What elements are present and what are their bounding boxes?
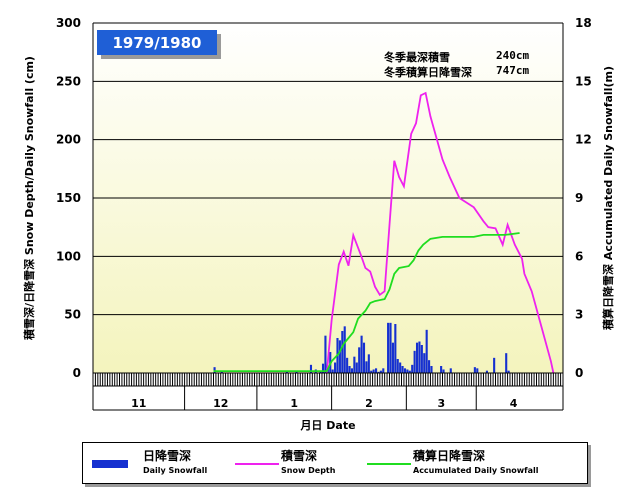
daily-snowfall-bar bbox=[418, 341, 421, 373]
y2-tick-label: 6 bbox=[575, 249, 583, 263]
y2-tick-label: 15 bbox=[575, 74, 592, 88]
legend-depth-en: Snow Depth bbox=[281, 466, 336, 475]
daily-snowfall-bar bbox=[440, 366, 443, 373]
daily-snowfall-bar bbox=[406, 369, 409, 373]
legend-daily-swatch bbox=[92, 460, 128, 468]
daily-snowfall-bar bbox=[505, 353, 508, 373]
y-axis-label: 積雪深/日降雪深 Snow Depth/Daily Snowfall (cm) bbox=[22, 56, 36, 341]
legend: 日降雪深 Daily Snowfall 積雪深 Snow Depth 積算日降雪… bbox=[82, 442, 588, 484]
y-tick-label: 200 bbox=[56, 133, 81, 147]
daily-snowfall-bar bbox=[413, 350, 416, 373]
daily-snowfall-bar bbox=[507, 370, 510, 373]
daily-snowfall-bar bbox=[396, 359, 399, 373]
month-label: 4 bbox=[510, 397, 518, 410]
legend-depth-ja: 積雪深 bbox=[281, 449, 318, 463]
daily-snowfall-bar bbox=[367, 354, 370, 373]
y-tick-label: 300 bbox=[56, 16, 81, 30]
season-badge: 1979/1980 bbox=[97, 30, 217, 55]
daily-snowfall-bar bbox=[411, 364, 414, 373]
daily-snowfall-bar bbox=[420, 345, 423, 373]
daily-snowfall-bar bbox=[346, 357, 349, 373]
y2-tick-label: 9 bbox=[575, 191, 583, 205]
legend-depth-swatch bbox=[235, 463, 279, 465]
daily-snowfall-bar bbox=[370, 370, 373, 373]
y2-tick-label: 3 bbox=[575, 308, 583, 322]
daily-snowfall-bar bbox=[331, 369, 334, 373]
daily-snowfall-bar bbox=[338, 340, 341, 373]
month-label: 12 bbox=[213, 397, 228, 410]
legend-daily-ja: 日降雪深 bbox=[143, 449, 192, 463]
daily-snowfall-bar bbox=[372, 369, 375, 373]
max-depth-label: 冬季最深積雪 bbox=[384, 51, 450, 64]
daily-snowfall-bar bbox=[343, 326, 346, 373]
daily-snowfall-bar bbox=[399, 362, 402, 373]
daily-snowfall-bar bbox=[476, 368, 479, 373]
y2-tick-label: 12 bbox=[575, 133, 592, 147]
legend-acc-swatch bbox=[367, 463, 411, 465]
month-label: 2 bbox=[365, 397, 373, 410]
daily-snowfall-bar bbox=[442, 369, 445, 373]
max-depth-value: 240cm bbox=[496, 49, 530, 62]
y2-tick-label: 0 bbox=[575, 366, 583, 380]
daily-snowfall-bar bbox=[401, 366, 404, 373]
legend-acc-ja: 積算日降雪深 bbox=[413, 449, 486, 463]
legend-daily-en: Daily Snowfall bbox=[143, 466, 208, 475]
daily-snowfall-bar bbox=[377, 371, 380, 373]
daily-snowfall-bar bbox=[415, 342, 419, 373]
acc-value: 747cm bbox=[496, 64, 530, 77]
y-tick-label: 50 bbox=[64, 308, 81, 322]
y-tick-label: 100 bbox=[56, 249, 81, 263]
daily-snowfall-bar bbox=[309, 364, 313, 373]
y-tick-label: 150 bbox=[56, 191, 81, 205]
month-label: 1 bbox=[290, 397, 298, 410]
daily-snowfall-bar bbox=[324, 335, 327, 373]
daily-snowfall-bar bbox=[428, 360, 431, 373]
daily-snowfall-bar bbox=[387, 322, 390, 373]
daily-snowfall-bar bbox=[379, 370, 382, 373]
daily-snowfall-bar bbox=[408, 370, 411, 373]
daily-snowfall-bar bbox=[394, 324, 397, 373]
daily-snowfall-bar bbox=[375, 368, 378, 373]
daily-snowfall-bar bbox=[341, 331, 344, 373]
daily-snowfall-bar bbox=[485, 370, 488, 373]
y2-tick-label: 18 bbox=[575, 16, 592, 30]
daily-snowfall-bar bbox=[382, 368, 385, 373]
daily-snowfall-bar bbox=[213, 367, 216, 373]
daily-snowfall-bar bbox=[449, 368, 452, 373]
daily-snowfall-bar bbox=[358, 347, 361, 373]
daily-snowfall-bar bbox=[391, 342, 394, 373]
daily-snowfall-bar bbox=[403, 368, 407, 373]
legend-acc-en: Accumulated Daily Snowfall bbox=[413, 466, 539, 475]
accumulated-line bbox=[213, 232, 520, 373]
daily-snowfall-bar bbox=[348, 366, 351, 373]
daily-snowfall-bar bbox=[220, 371, 223, 373]
daily-snowfall-bar bbox=[360, 335, 363, 373]
daily-snowfall-bar bbox=[334, 362, 337, 373]
legend-acc: 積算日降雪深 Accumulated Daily Snowfall bbox=[413, 447, 539, 475]
daily-snowfall-bar bbox=[389, 322, 392, 373]
legend-depth: 積雪深 Snow Depth bbox=[281, 447, 335, 475]
daily-snowfall-bar bbox=[425, 329, 428, 373]
daily-snowfall-bar bbox=[473, 367, 476, 373]
y-tick-label: 0 bbox=[73, 366, 81, 380]
daily-snowfall-bar bbox=[365, 361, 368, 373]
month-label: 11 bbox=[131, 397, 146, 410]
daily-snowfall-bar bbox=[493, 357, 496, 373]
snow-depth-line bbox=[325, 91, 555, 374]
acc-label: 冬季積算日降雪深 bbox=[384, 66, 472, 79]
legend-daily: 日降雪深 Daily Snowfall bbox=[143, 447, 207, 475]
month-label: 3 bbox=[437, 397, 445, 410]
daily-snowfall-bar bbox=[423, 353, 426, 373]
y2-axis-label: 積算日降雪深 Accumulated Daily Snowfall(m) bbox=[601, 66, 615, 331]
daily-snowfall-bar bbox=[321, 363, 325, 373]
daily-snowfall-bar bbox=[430, 366, 433, 373]
daily-snowfall-bar bbox=[355, 362, 358, 373]
y-tick-label: 250 bbox=[56, 74, 81, 88]
daily-snowfall-bar bbox=[350, 368, 354, 373]
x-axis-label: 月日 Date bbox=[299, 419, 355, 432]
daily-snowfall-bar bbox=[353, 356, 356, 373]
daily-snowfall-bar bbox=[362, 342, 366, 373]
